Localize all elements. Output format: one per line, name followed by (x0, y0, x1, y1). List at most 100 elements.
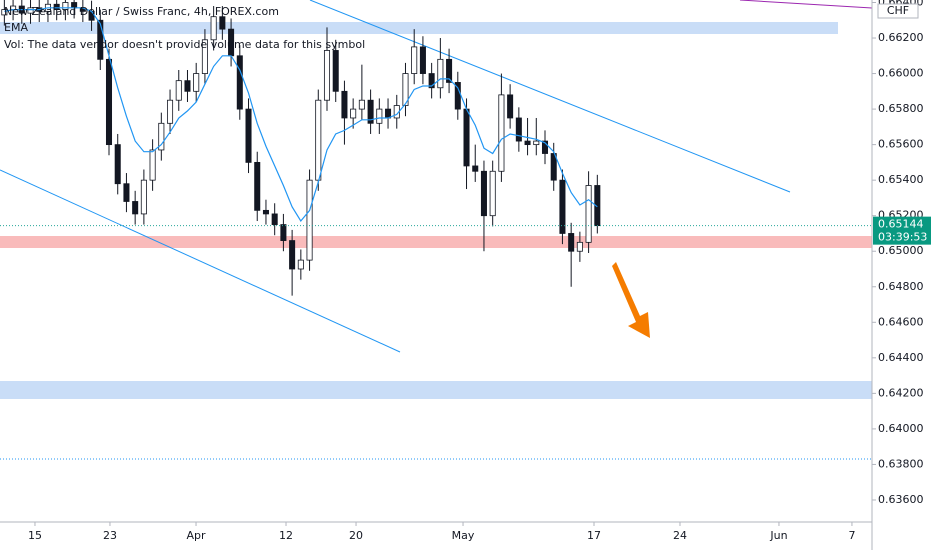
candle-body (1, 9, 8, 16)
last-price-label: 0.65144 (878, 218, 924, 231)
candle-body (114, 144, 121, 185)
y-tick-label: 0.64000 (878, 422, 924, 435)
candle-body (472, 165, 479, 172)
candle-body (446, 58, 453, 83)
y-tick-label: 0.65000 (878, 244, 924, 257)
candle-body (289, 240, 296, 270)
candle-body (62, 2, 69, 10)
candle-body (132, 201, 139, 215)
x-tick-label: 7 (848, 529, 855, 542)
candle-body (350, 108, 357, 119)
chart-title: New Zealand Dollar / Swiss Franc, 4h, FO… (4, 5, 279, 18)
candle-body (498, 94, 505, 172)
target-zone (0, 381, 872, 399)
y-tick-label: 0.64800 (878, 280, 924, 293)
arrow (612, 262, 650, 338)
candle-body (262, 209, 269, 215)
y-tick-label: 0.63600 (878, 493, 924, 506)
candle-body (541, 140, 549, 154)
candle-body (210, 16, 217, 41)
candle-body (219, 16, 226, 30)
currency: CHF (887, 4, 909, 17)
volume-note: Vol: The data vendor doesn't provide vol… (4, 38, 365, 51)
candle-body (123, 183, 130, 202)
candle-body (507, 94, 514, 119)
candle-body (428, 73, 435, 89)
candle-body (245, 108, 252, 163)
candle-body (367, 99, 374, 124)
candle-body (158, 122, 165, 151)
resistance-zone (0, 22, 838, 34)
candle-body (149, 149, 156, 181)
y-tick-label: 0.66000 (878, 67, 924, 80)
last-price-box (873, 216, 931, 245)
x-tick-label: Jun (769, 529, 787, 542)
candle-body (576, 241, 583, 252)
y-tick-label: 0.63800 (878, 457, 924, 470)
candle-body (254, 161, 261, 211)
x-tick-label: 17 (587, 529, 601, 542)
candle-body (323, 50, 331, 101)
candle-body (489, 170, 496, 217)
y-tick-label: 0.64200 (878, 386, 924, 399)
y-tick-label: 0.65800 (878, 102, 924, 115)
candle-body (402, 73, 409, 106)
candle-body (585, 185, 592, 243)
candle-body (437, 58, 444, 89)
candle-body (568, 233, 575, 252)
candle-body (175, 80, 182, 101)
trend-line-purple (739, 0, 873, 9)
indicator-label: EMA (4, 21, 28, 34)
x-tick-label: Apr (187, 529, 207, 542)
candle-body (236, 55, 243, 110)
plot (1, 0, 601, 296)
candle-body (97, 19, 104, 60)
candle-body (315, 99, 322, 181)
candle-body (559, 179, 566, 234)
y-tick-label: 0.66200 (878, 31, 924, 44)
candle-body (533, 140, 540, 146)
candle-body (550, 153, 557, 181)
candle-body (376, 108, 383, 124)
candle-body (480, 170, 487, 217)
candle-body (463, 108, 470, 167)
candle-body (419, 46, 426, 74)
candle-body (27, 7, 34, 14)
candle-body (411, 46, 418, 74)
y-tick-label: 0.64600 (878, 315, 924, 328)
x-tick-label: 15 (28, 529, 42, 542)
candle-body (167, 99, 174, 124)
candle-body (358, 99, 365, 110)
x-tick-label: 23 (103, 529, 117, 542)
candle-body (515, 117, 522, 142)
ema-line (4, 7, 598, 223)
x-tick-label: 24 (673, 529, 687, 542)
candle-body (53, 3, 60, 10)
trend-line-upper (309, 0, 791, 193)
candle-body (297, 259, 304, 270)
candle-body (280, 224, 287, 241)
candle-body (271, 213, 278, 225)
x-tick-label: 12 (279, 529, 293, 542)
candle-body (341, 90, 348, 119)
currency-box (877, 3, 919, 19)
countdown: 03:39:53 (878, 231, 927, 244)
candle-body (332, 50, 339, 92)
candle-body (193, 73, 200, 92)
trend-line-lower (0, 169, 401, 353)
y-tick-label: 0.65600 (878, 138, 924, 151)
y-tick-label: 0.65400 (878, 173, 924, 186)
support-zone (0, 236, 872, 248)
candle-body (140, 179, 147, 215)
candle-body (306, 179, 313, 261)
candle-body (105, 58, 113, 146)
candle-body (201, 39, 208, 74)
x-tick-label: May (452, 529, 475, 542)
x-tick-label: 20 (349, 529, 363, 542)
y-tick-label: 0.64400 (878, 351, 924, 364)
candle-body (184, 80, 191, 92)
candle-body (524, 140, 531, 146)
